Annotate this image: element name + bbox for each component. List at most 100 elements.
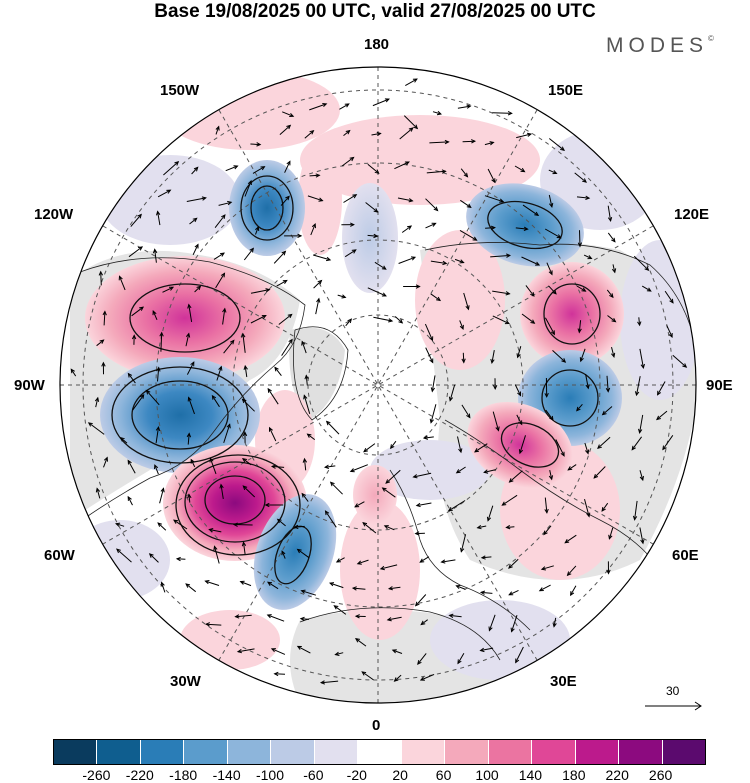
- wind-vector: [461, 404, 471, 419]
- wind-vector: [351, 586, 366, 591]
- coastlines: [74, 242, 696, 661]
- lon-label-60w: 60W: [44, 547, 75, 564]
- lon-label-90e: 90E: [706, 377, 733, 394]
- wind-vector: [371, 131, 382, 137]
- wind-vector: [304, 374, 309, 386]
- wind-vector: [544, 317, 555, 336]
- wind-vector: [301, 492, 309, 502]
- wind-vector: [365, 202, 379, 213]
- wind-vector: [391, 649, 403, 654]
- colorbar-tick-label: -140: [212, 767, 241, 783]
- wind-vector: [329, 481, 343, 495]
- wind-vector: [386, 616, 402, 622]
- wind-vector: [175, 556, 186, 562]
- wind-vector: [492, 378, 498, 391]
- wind-vector: [101, 361, 106, 375]
- lon-label-30e: 30E: [550, 673, 577, 690]
- wind-vector: [243, 247, 254, 261]
- wind-vector: [387, 586, 401, 591]
- wind-vector: [484, 141, 495, 146]
- wind-vector: [399, 127, 414, 140]
- lon-label-30w: 30W: [170, 673, 201, 690]
- colorbar-tick-label: 260: [648, 767, 673, 783]
- wind-vector: [480, 555, 492, 560]
- wind-vector: [354, 614, 366, 619]
- wind-vector: [185, 583, 197, 593]
- wind-vector: [213, 252, 225, 260]
- wind-vector: [662, 435, 674, 451]
- wind-vector: [127, 495, 133, 506]
- colorbar-tick-label: 180: [562, 767, 586, 783]
- wind-vector: [284, 160, 291, 173]
- colorbar-tick-label: -220: [125, 767, 154, 783]
- wind-vector: [192, 243, 199, 256]
- wind-vector: [154, 464, 159, 475]
- wind-vector: [267, 387, 279, 405]
- wind-vector: [430, 375, 436, 393]
- wind-vector: [608, 527, 614, 540]
- wind-vector: [605, 375, 611, 393]
- wind-vector: [584, 442, 590, 455]
- wind-vector: [255, 225, 260, 235]
- anomaly-negative-east-siberia: [466, 183, 584, 267]
- wind-vector: [243, 364, 248, 378]
- wind-vector: [234, 614, 252, 619]
- wind-vector: [300, 589, 317, 596]
- wind-vector: [492, 111, 513, 116]
- wind-vector: [303, 394, 311, 414]
- wind-vector: [219, 483, 224, 499]
- wind-vector: [250, 314, 267, 324]
- lon-label-0: 0: [372, 717, 381, 734]
- reference-vector-label: 30: [666, 684, 680, 698]
- wind-vector: [460, 534, 467, 553]
- wind-vector: [325, 420, 340, 435]
- wind-vector: [267, 581, 279, 590]
- wind-vector: [152, 248, 158, 263]
- wind-vector: [639, 348, 645, 370]
- wind-vector: [282, 111, 295, 117]
- wind-vector: [160, 581, 166, 593]
- wind-vector: [564, 534, 577, 544]
- wind-vector: [324, 510, 337, 528]
- wind-vector: [304, 129, 315, 139]
- wind-vector: [577, 320, 582, 334]
- wind-vector: [218, 200, 233, 206]
- wind-vector: [341, 222, 355, 227]
- wind-vector: [516, 346, 522, 359]
- wind-vector: [187, 303, 193, 322]
- colorbar-segment: [401, 740, 446, 764]
- wind-vector: [432, 110, 442, 116]
- colorbar-tick-label: -260: [82, 767, 111, 783]
- wind-vector: [241, 332, 246, 353]
- wind-vector: [403, 115, 419, 130]
- wind-vector: [299, 616, 310, 622]
- wind-vector: [190, 458, 196, 468]
- map-title: Base 19/08/2025 00 UTC, valid 27/08/2025…: [154, 1, 596, 22]
- wind-vector: [457, 436, 463, 454]
- wind-vector: [145, 389, 160, 406]
- wind-vector: [479, 590, 493, 595]
- anomaly-negative-alaska: [229, 160, 305, 256]
- wind-vector: [429, 404, 437, 424]
- wind-vector: [606, 561, 611, 575]
- wind-vector: [611, 264, 617, 274]
- wind-vector: [544, 377, 549, 398]
- wind-vector: [383, 525, 395, 531]
- wind-vector: [448, 384, 456, 402]
- wind-vector: [119, 436, 128, 444]
- wind-vector: [454, 258, 465, 264]
- wind-vector: [425, 198, 439, 212]
- wind-vector: [601, 502, 609, 512]
- wind-vector: [354, 638, 367, 647]
- wind-vector: [284, 233, 303, 239]
- wind-vector: [310, 223, 316, 236]
- wind-vector: [186, 432, 192, 445]
- wind-vector: [223, 339, 235, 354]
- wind-vector: [343, 194, 358, 203]
- wind-vector: [657, 381, 666, 396]
- wind-vector: [515, 226, 529, 231]
- wind-vector: [546, 262, 553, 276]
- colorbar-tick-label: -20: [346, 767, 367, 783]
- wind-vector: [185, 332, 191, 347]
- wind-vector: [270, 464, 285, 469]
